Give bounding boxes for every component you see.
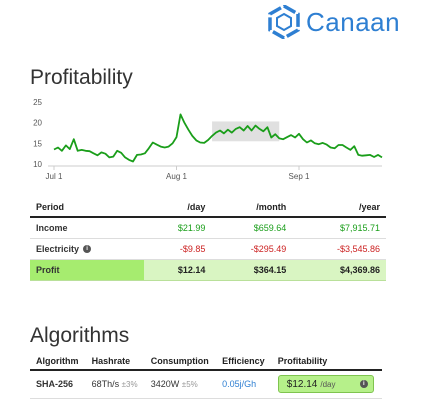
- algorithm-name: SHA-256: [30, 370, 86, 399]
- chart-y-tick-label: 15: [33, 139, 42, 148]
- info-icon[interactable]: i: [83, 245, 92, 254]
- row-label-text: Income: [36, 222, 68, 233]
- algorithms-title: Algorithms: [30, 324, 130, 347]
- cell-value: $21.99: [144, 217, 212, 239]
- cell-value: $659.64: [211, 217, 293, 239]
- profitability-table: Period/day/month/year Income $21.99 $659.6…: [30, 198, 386, 281]
- cell-value: $364.15: [211, 259, 293, 281]
- cell-value: -$3,545.86: [292, 238, 386, 260]
- chart-y-tick-label: 20: [33, 119, 42, 128]
- cell-value: $12.14: [144, 259, 212, 281]
- profitability-unit: /day: [320, 379, 336, 389]
- cell-value: -$9.85: [144, 238, 212, 260]
- column-header: Algorithm: [30, 352, 86, 371]
- chart-highlight-band: [212, 121, 280, 142]
- column-header: Hashrate: [85, 352, 145, 371]
- row-label: Profit: [30, 259, 145, 281]
- efficiency-value: 0.05j/Gh: [216, 370, 272, 399]
- cell-value: $4,369.86: [292, 259, 386, 281]
- consumption-tolerance: ±5%: [181, 380, 198, 390]
- profitability-chart: 10 15 20 25 Jul 1 Aug 1 Sep 1: [33, 98, 383, 181]
- chart-y-tick-label: 10: [33, 160, 42, 169]
- profit-row: Profit $12.14 $364.15 $4,369.86: [30, 259, 386, 281]
- chart-x-tick-label: Jul 1: [46, 172, 63, 181]
- consumption-cell: 3420W ±5%: [144, 370, 217, 399]
- canaan-logo-icon: [268, 5, 300, 39]
- brand-logo: Canaan: [268, 4, 400, 40]
- column-header: /day: [144, 198, 212, 218]
- row-label: Electricity i: [30, 238, 145, 260]
- info-icon[interactable]: i: [359, 380, 368, 389]
- row-label-text: Electricity: [36, 243, 80, 254]
- profitability-value: $12.14: [286, 378, 318, 390]
- profitability-title: Profitability: [30, 66, 133, 89]
- table-row: Electricity i -$9.85 -$295.49 -$3,545.86: [30, 238, 386, 260]
- hashrate-value: 68Th/s: [91, 379, 120, 390]
- profitability-text: $12.14/day: [287, 379, 336, 390]
- cell-value: -$295.49: [211, 238, 293, 260]
- cell-value: $7,915.71: [292, 217, 386, 239]
- profitability-badge: $12.14/day i: [277, 375, 374, 394]
- profitability-table-header: Period/day/month/year: [30, 198, 386, 218]
- column-header: /month: [211, 198, 293, 218]
- algorithms-table: Algorithm Hashrate Consumption Efficiency Pr…: [30, 352, 382, 399]
- chart-y-tick-label: 25: [33, 98, 42, 107]
- column-header: Efficiency: [216, 352, 272, 371]
- chart-x-tick-label: Sep 1: [289, 172, 310, 181]
- column-header: Consumption: [144, 352, 217, 371]
- column-header: Profitability: [271, 352, 382, 371]
- table-row: Income $21.99 $659.64 $7,915.71: [30, 217, 386, 239]
- chart-x-tick-label: Aug 1: [166, 172, 187, 181]
- brand-name: Canaan: [306, 6, 401, 37]
- consumption-value: 3420W: [150, 379, 180, 390]
- profitability-cell: $12.14/day i: [271, 370, 382, 399]
- table-row: SHA-256 68Th/s ±3% 3420W ±5% 0.05j/Gh $12.14…: [30, 370, 382, 399]
- algorithms-table-header: Algorithm Hashrate Consumption Efficiency Pr…: [30, 352, 382, 371]
- hashrate-cell: 68Th/s ±3%: [85, 370, 145, 399]
- chart-series-line: [53, 113, 383, 163]
- row-label: Income: [30, 217, 145, 239]
- hashrate-tolerance: ±3%: [121, 380, 138, 390]
- column-header: /year: [292, 198, 386, 218]
- column-header: Period: [30, 198, 145, 218]
